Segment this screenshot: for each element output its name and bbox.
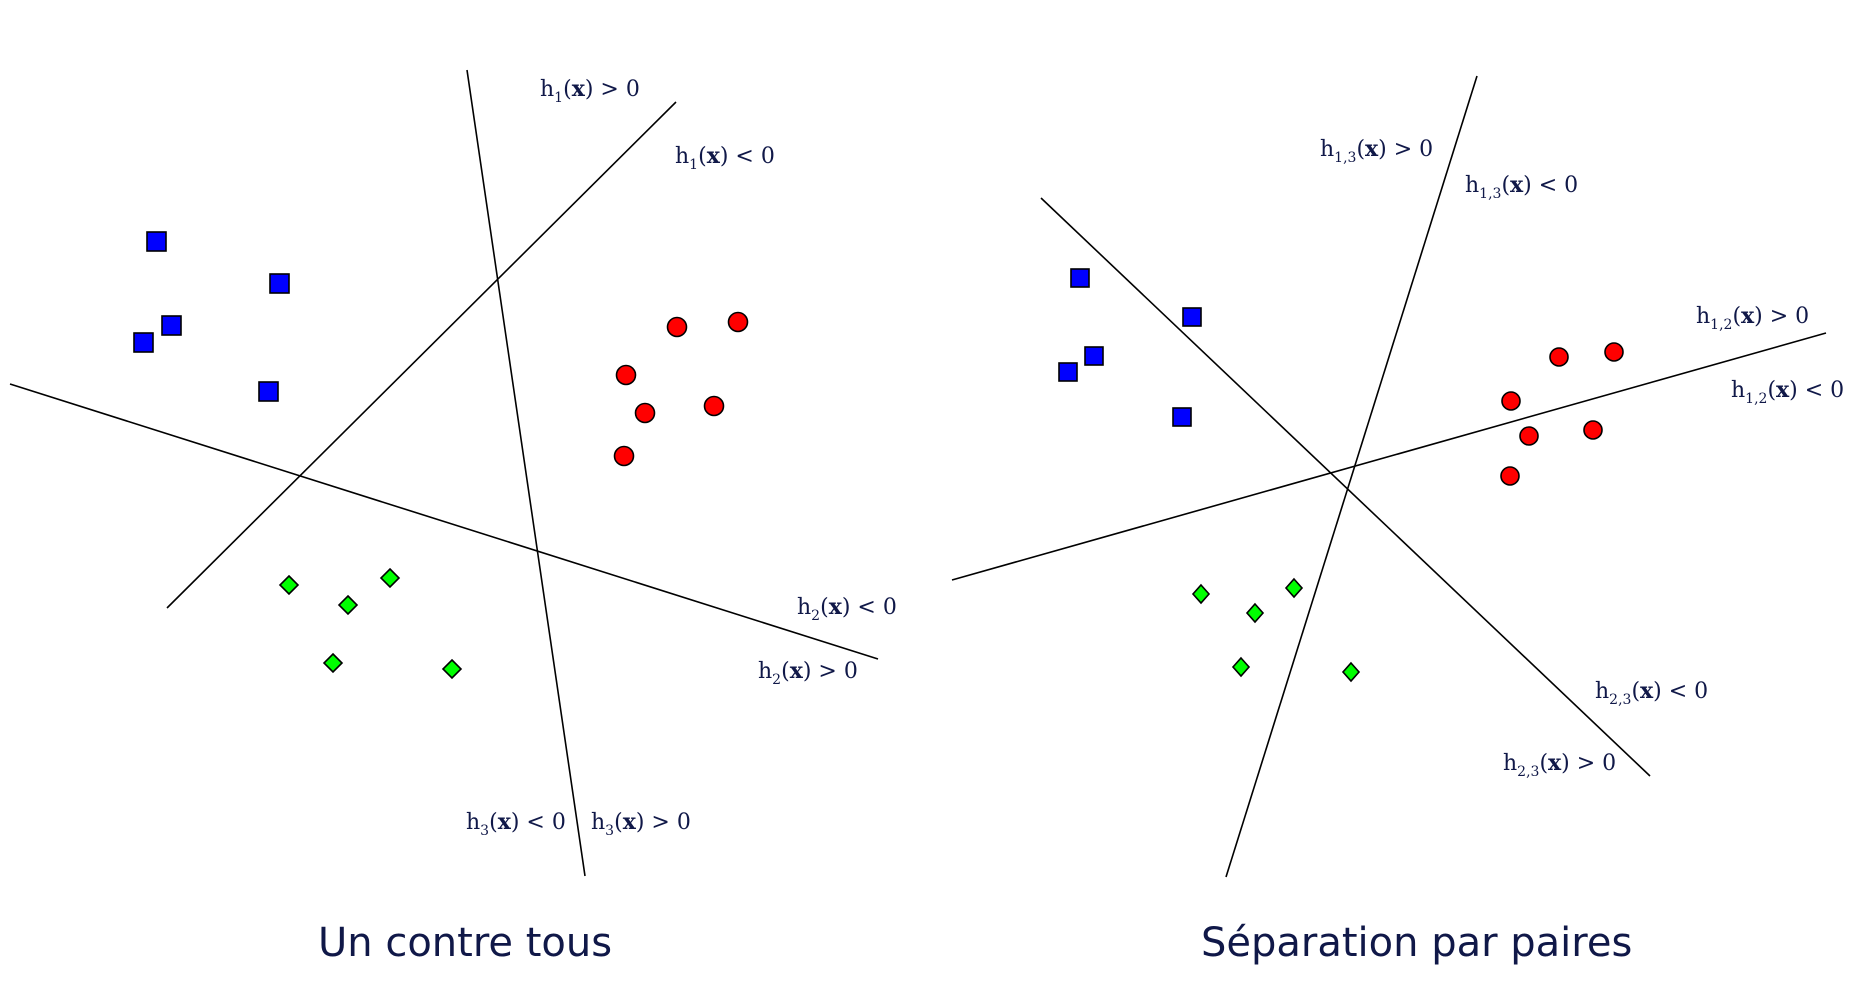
class2-circle-marker <box>1549 347 1569 367</box>
label-h2-positive: h2(x) > 0 <box>758 658 858 688</box>
hyperplane-h2 <box>9 383 879 660</box>
label-h1-positive: h1(x) > 0 <box>540 76 640 106</box>
class1-square-marker <box>161 315 182 336</box>
class2-circle-marker <box>703 395 725 417</box>
class1-square-marker <box>1182 307 1202 327</box>
class2-circle-marker <box>1500 466 1520 486</box>
hyperplane-h23 <box>1040 197 1651 777</box>
class3-diamond-marker <box>379 567 401 589</box>
right-hyperplane-labels: h1,3(x) > 0 h1,3(x) < 0 h1,2(x) > 0 h1,2… <box>1320 136 1844 780</box>
class1-square-marker <box>146 231 167 252</box>
class1-square-marker <box>1172 407 1192 427</box>
hyperplane-h3 <box>466 69 586 877</box>
panel-one-vs-all: h1(x) > 0 h1(x) < 0 h2(x) < 0 h2(x) > 0 … <box>9 69 897 877</box>
hyperplane-h13 <box>1225 75 1478 878</box>
label-h2-negative: h2(x) < 0 <box>797 594 897 624</box>
class3-diamond-marker <box>1341 661 1361 683</box>
class2-points <box>1500 342 1624 486</box>
class2-circle-marker <box>1604 342 1624 362</box>
class2-circle-marker <box>634 402 656 424</box>
class1-points <box>133 231 290 402</box>
class2-circle-marker <box>615 364 637 386</box>
class3-points <box>278 567 463 680</box>
label-h12-positive: h1,2(x) > 0 <box>1696 303 1809 333</box>
label-h23-positive: h2,3(x) > 0 <box>1503 750 1616 780</box>
label-h12-negative: h1,2(x) < 0 <box>1731 377 1844 407</box>
class2-circle-marker <box>666 316 688 338</box>
label-h13-negative: h1,3(x) < 0 <box>1465 172 1578 202</box>
class2-circle-marker <box>1583 420 1603 440</box>
label-h23-negative: h2,3(x) < 0 <box>1595 678 1708 708</box>
class1-square-marker <box>1070 268 1090 288</box>
label-h13-positive: h1,3(x) > 0 <box>1320 136 1433 166</box>
caption-pairwise: Séparation par paires <box>1201 920 1633 966</box>
class2-circle-marker <box>1519 426 1539 446</box>
class1-square-marker <box>258 381 279 402</box>
class3-diamond-marker <box>1284 577 1304 599</box>
class3-diamond-marker <box>1191 583 1211 605</box>
panel-pairwise: h1,3(x) > 0 h1,3(x) < 0 h1,2(x) > 0 h1,2… <box>951 75 1844 878</box>
class3-diamond-marker <box>1231 656 1251 678</box>
class2-circle-marker <box>1501 391 1521 411</box>
class1-square-marker <box>133 332 154 353</box>
class1-square-marker <box>269 273 290 294</box>
class2-circle-marker <box>613 445 635 467</box>
class3-points <box>1191 577 1361 683</box>
class2-circle-marker <box>727 311 749 333</box>
hyperplane-h1 <box>166 101 677 609</box>
class3-diamond-marker <box>337 594 359 616</box>
class3-diamond-marker <box>278 574 300 596</box>
class1-square-marker <box>1084 346 1104 366</box>
left-hyperplane-labels: h1(x) > 0 h1(x) < 0 h2(x) < 0 h2(x) > 0 … <box>466 76 897 839</box>
label-h1-negative: h1(x) < 0 <box>675 143 775 173</box>
label-h3-negative: h3(x) < 0 <box>466 809 566 839</box>
class3-diamond-marker <box>441 658 463 680</box>
class3-diamond-marker <box>1245 602 1265 624</box>
label-h3-positive: h3(x) > 0 <box>591 809 691 839</box>
class1-square-marker <box>1058 362 1078 382</box>
class2-points <box>613 311 749 467</box>
hyperplane-h12 <box>951 332 1827 581</box>
caption-one-vs-all: Un contre tous <box>318 920 613 966</box>
class1-points <box>1058 268 1202 427</box>
class3-diamond-marker <box>322 652 344 674</box>
